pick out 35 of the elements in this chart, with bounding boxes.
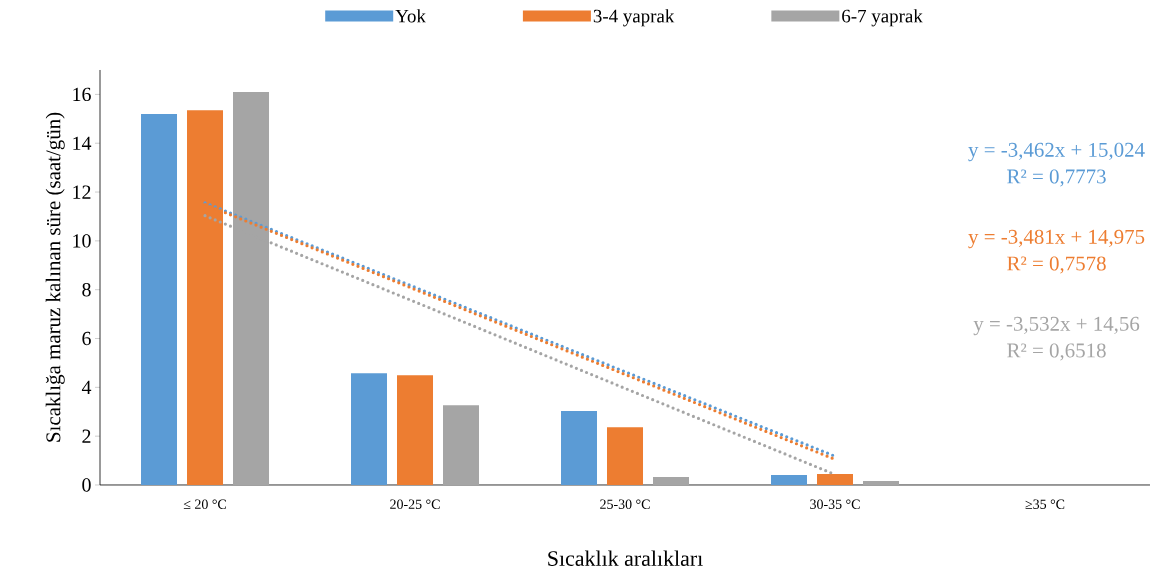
bar [561,411,597,485]
bar [141,113,178,485]
y-tick-label: 0 [82,478,91,492]
bar [351,373,388,485]
y-tick-label: 14 [73,136,92,150]
y-tick-label: 6 [82,331,91,346]
x-tick-label: 30-35 °C [810,499,860,509]
bar [653,476,689,485]
y-tick-label: 4 [81,380,92,394]
bar [817,474,853,485]
y-tick-label: 8 [82,282,91,297]
legend-label: 6-7 yaprak [842,9,923,27]
annotation: R² = 0,7578 [1007,256,1106,274]
bar [607,427,643,485]
x-axis-title: Sıcaklık aralıkları [548,550,703,566]
x-tick-label: ≥35 °C [1025,499,1065,509]
legend-label: Yok [395,9,426,23]
bar [771,474,807,485]
y-tick-label: 12 [73,185,91,199]
bar [443,405,480,485]
annotation: R² = 0,7773 [1007,169,1106,187]
y-tick-label: 2 [82,429,91,443]
x-tick-label: ≤ 20 °C [183,499,226,509]
annotation: y = -3,481x + 14,975 [968,229,1145,249]
x-tick-label: 25-30 °C [600,499,650,509]
legend-label: 3-4 yaprak [593,9,675,27]
bar [863,481,899,485]
bar [397,375,434,485]
annotation: R² = 0,6518 [1007,343,1106,361]
annotation: y = -3,462x + 15,024 [968,142,1145,162]
y-tick-label: 16 [73,87,91,102]
annotation: y = -3,532x + 14,56 [973,316,1140,336]
x-tick-label: 20-25 °C [390,499,440,509]
y-tick-label: 10 [73,234,91,248]
y-axis-title: Sıcaklığa maruz kalınan süre (saat/gün) [45,112,65,442]
